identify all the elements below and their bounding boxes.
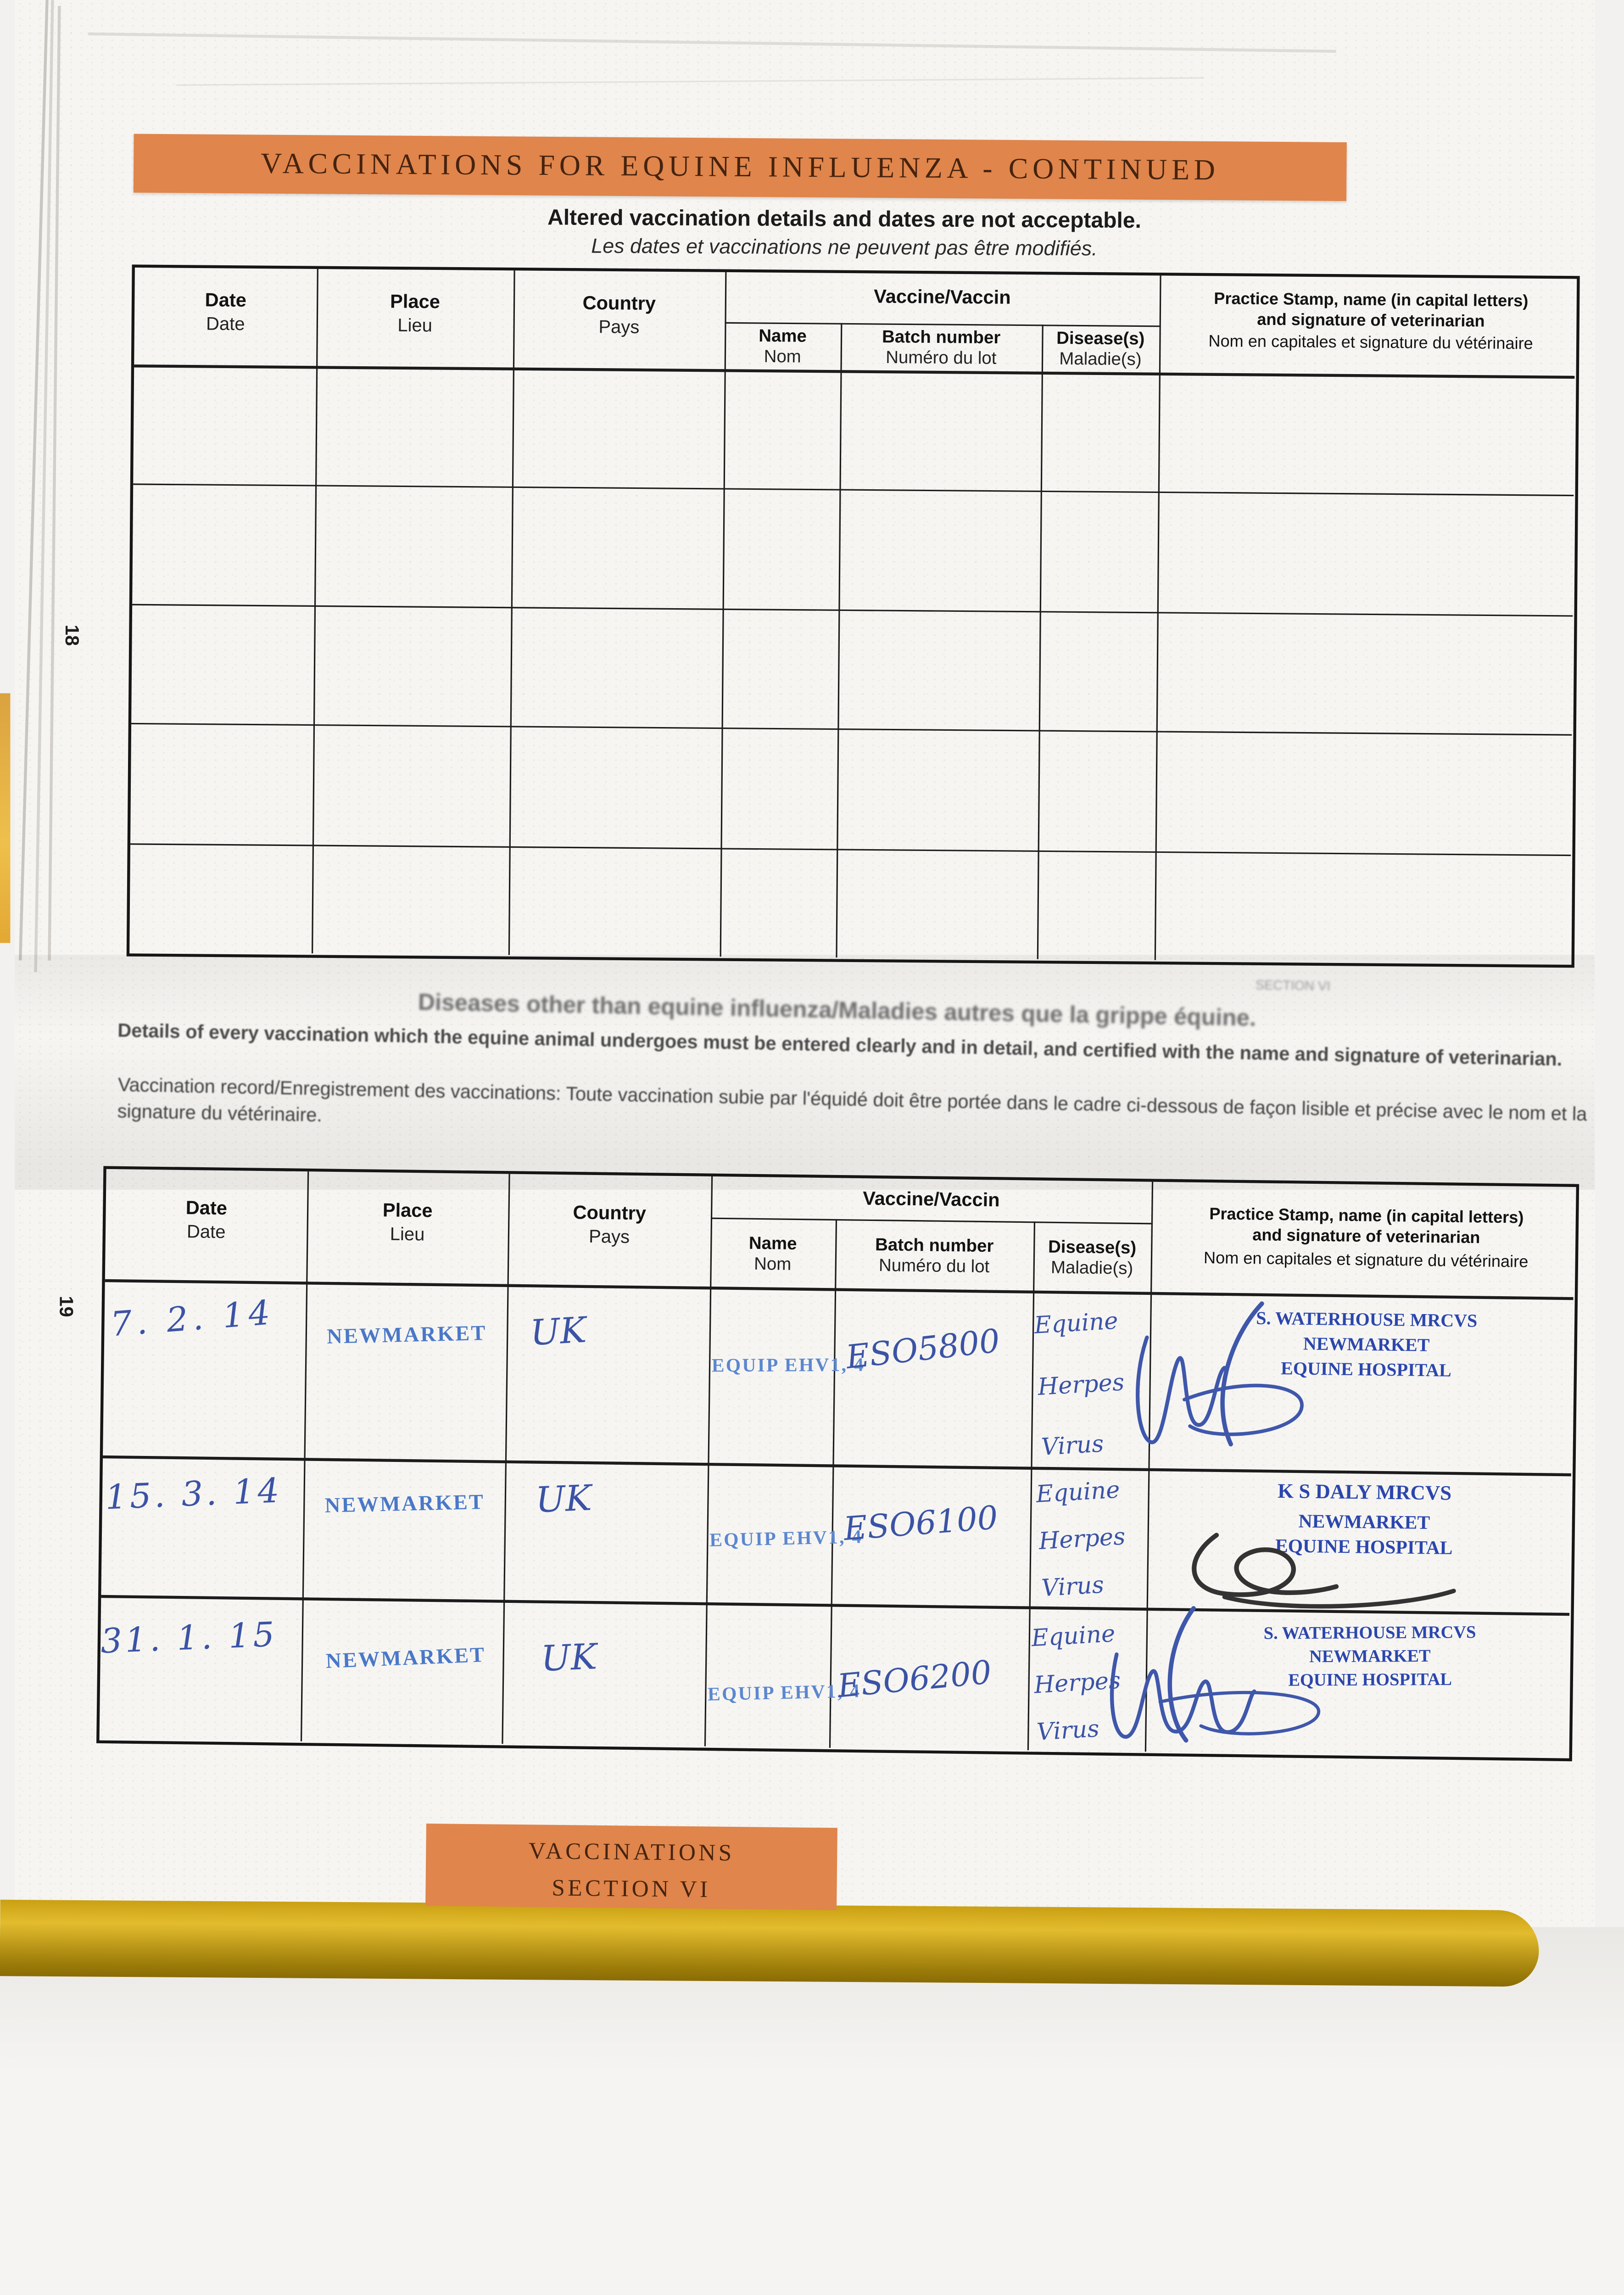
gridline <box>131 722 1572 736</box>
col-header-country-fr: Pays <box>588 1226 630 1248</box>
book-spine-strip <box>0 693 11 943</box>
gridline <box>1037 325 1044 959</box>
col-header-batch-fr: Numéro du lot <box>878 1254 990 1277</box>
col-header-date-fr: Date <box>186 1221 226 1243</box>
col-header-place-fr: Lieu <box>390 1224 425 1245</box>
gridline <box>103 1455 1571 1476</box>
record-date: 31. 1. 15 <box>100 1616 279 1662</box>
col-header-disease-fr: Maladie(s) <box>1059 348 1142 369</box>
col-header-country-fr: Pays <box>598 317 640 338</box>
col-header-date: Date <box>205 288 247 311</box>
section-tab: VACCINATIONS SECTION VI <box>425 1823 837 1910</box>
record-date: 7. 2. 14 <box>109 1294 276 1345</box>
gridline <box>105 1279 1574 1300</box>
section-small-label: SECTION VI <box>1255 977 1331 994</box>
gridline <box>300 1171 309 1741</box>
col-header-batch: Batch number <box>882 326 1001 348</box>
gridline <box>502 1174 511 1744</box>
vaccination-table-influenza: Date Date Place Lieu Country Pays Vaccin… <box>126 264 1580 968</box>
col-header-date: Date <box>185 1196 228 1219</box>
col-header-stamp-2: and signature of veterinarian <box>1252 1227 1480 1248</box>
col-header-place: Place <box>382 1198 433 1222</box>
col-header-place-fr: Lieu <box>397 315 433 336</box>
col-header-country: Country <box>582 291 656 314</box>
col-header-batch: Batch number <box>875 1234 994 1256</box>
col-header-vaccine-group: Vaccine/Vaccin <box>862 1187 1000 1211</box>
record-place-stamp: NEWMARKET <box>324 1491 485 1518</box>
col-header-place: Place <box>390 290 441 313</box>
col-header-stamp-fr: Nom en capitales et signature du vétérin… <box>1208 333 1533 354</box>
record-disease: Equine Herpes Virus <box>1033 1306 1125 1461</box>
record-batch: ESO6100 <box>842 1500 999 1549</box>
col-header-batch-fr: Numéro du lot <box>886 347 997 369</box>
col-header-date-fr: Date <box>206 313 245 335</box>
signature-scribble <box>1110 1606 1320 1743</box>
gridline <box>1154 275 1162 960</box>
col-header-name-fr: Nom <box>764 346 801 367</box>
record-batch: ESO5800 <box>844 1323 1002 1377</box>
page-number-19: 19 <box>55 1296 78 1317</box>
gridline <box>130 843 1571 856</box>
page-number-18: 18 <box>61 624 84 646</box>
col-header-disease-fr: Maladie(s) <box>1050 1257 1133 1279</box>
col-header-disease: Disease(s) <box>1056 327 1145 349</box>
paper-sheet <box>15 0 1595 1927</box>
col-header-stamp-2: and signature of veterinarian <box>1257 311 1485 331</box>
gridline <box>710 1217 1151 1225</box>
record-country: UK <box>540 1636 598 1680</box>
col-header-name-fr: Nom <box>753 1253 792 1275</box>
section-banner: VACCINATIONS FOR EQUINE INFLUENZA - CONT… <box>133 134 1347 202</box>
col-header-stamp-1: Practice Stamp, name (in capital letters… <box>1209 1206 1524 1228</box>
col-header-name: Name <box>759 325 807 347</box>
banner-title: VACCINATIONS FOR EQUINE INFLUENZA - CONT… <box>260 148 1220 187</box>
col-header-vaccine-group: Vaccine/Vaccin <box>874 285 1011 308</box>
gridline <box>133 483 1574 497</box>
record-batch: ESO6200 <box>836 1655 993 1706</box>
col-header-country: Country <box>573 1201 647 1224</box>
col-header-stamp-1: Practice Stamp, name (in capital letters… <box>1214 291 1529 311</box>
record-country: UK <box>529 1310 588 1354</box>
tab-line-2: SECTION VI <box>552 1876 711 1903</box>
vaccination-table-other-diseases: Date Date Place Lieu Country Pays Vaccin… <box>96 1166 1579 1762</box>
col-header-stamp-fr: Nom en capitales et signature du vétérin… <box>1203 1250 1529 1272</box>
record-place-stamp: NEWMARKET <box>325 1644 486 1674</box>
record-place-stamp: NEWMARKET <box>326 1322 487 1349</box>
signature-scribble-dark <box>1192 1533 1456 1609</box>
gridline <box>836 323 843 958</box>
gridline <box>720 272 727 957</box>
gridline <box>829 1219 837 1748</box>
gridline <box>508 270 516 955</box>
book-gold-edge <box>0 1899 1540 1987</box>
col-header-disease: Disease(s) <box>1048 1236 1137 1258</box>
tab-line-1: VACCINATIONS <box>528 1839 735 1867</box>
signature-scribble <box>1136 1301 1304 1447</box>
page-curl-shadow <box>15 955 1595 1190</box>
record-date: 15. 3. 14 <box>104 1472 283 1518</box>
gridline <box>311 269 319 954</box>
scanner-background <box>0 1927 1624 2295</box>
col-header-name: Name <box>748 1232 797 1254</box>
record-disease: Equine Herpes Virus <box>1035 1475 1126 1602</box>
gridline <box>132 604 1573 617</box>
record-country: UK <box>535 1478 592 1521</box>
